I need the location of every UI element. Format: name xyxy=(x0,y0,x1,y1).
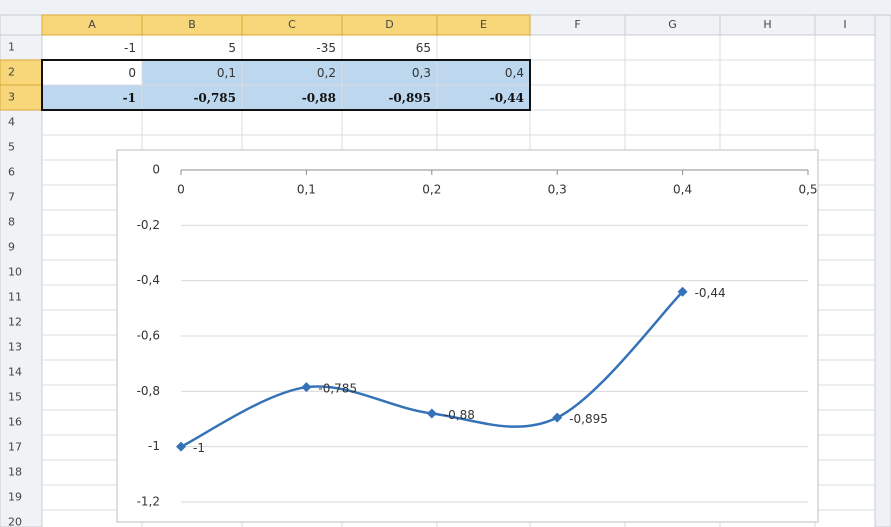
x-tick-label: 0,5 xyxy=(798,183,817,197)
data-label: -0,44 xyxy=(695,286,726,300)
cell[interactable]: -1 xyxy=(124,41,136,55)
row-header[interactable]: 20 xyxy=(8,516,22,527)
row-header[interactable]: 3 xyxy=(8,91,15,104)
column-header[interactable]: F xyxy=(574,18,580,31)
row-header[interactable]: 2 xyxy=(8,66,15,79)
y-tick-label: -0,8 xyxy=(137,384,160,398)
column-header-selected xyxy=(436,14,531,36)
cell[interactable]: -0,785 xyxy=(193,91,236,105)
y-tick-label: -0,4 xyxy=(137,273,160,287)
row-header[interactable]: 8 xyxy=(8,216,15,229)
scrollbar xyxy=(874,14,891,527)
data-marker xyxy=(426,408,437,419)
row-header[interactable]: 12 xyxy=(8,316,22,329)
row-header[interactable]: 6 xyxy=(8,166,15,179)
cell[interactable]: 65 xyxy=(416,41,431,55)
row-header[interactable]: 11 xyxy=(8,291,22,304)
x-tick-label: 0,3 xyxy=(548,183,567,197)
data-label: -0,88 xyxy=(444,408,475,422)
column-header[interactable]: C xyxy=(288,18,296,31)
column-header[interactable]: E xyxy=(480,18,487,31)
data-marker xyxy=(301,382,312,393)
row-header-selected xyxy=(0,84,43,111)
y-tick-label: -0,6 xyxy=(137,329,160,343)
data-label: -0,785 xyxy=(318,382,357,396)
selection-fill xyxy=(42,85,142,110)
row-header-selected xyxy=(0,59,43,86)
x-tick-label: 0 xyxy=(177,183,185,197)
selection-border xyxy=(41,59,531,111)
y-tick-label: -1 xyxy=(148,439,160,453)
row-header[interactable]: 9 xyxy=(8,241,15,254)
row-header[interactable]: 15 xyxy=(8,391,22,404)
row-header[interactable]: 19 xyxy=(8,491,22,504)
row-header[interactable]: 4 xyxy=(8,116,15,129)
cell[interactable]: 0,2 xyxy=(317,66,336,80)
cell[interactable]: -0,88 xyxy=(302,91,336,105)
toolbar-strip xyxy=(0,0,891,15)
y-tick-label: 0 xyxy=(152,163,160,177)
row-header-bar xyxy=(0,34,43,527)
cell[interactable]: -0,895 xyxy=(388,91,431,105)
column-header[interactable]: G xyxy=(668,18,677,31)
row-header[interactable]: 18 xyxy=(8,466,22,479)
y-tick-label: -0,2 xyxy=(137,218,160,232)
cell[interactable]: -35 xyxy=(316,41,336,55)
cell[interactable]: 0,3 xyxy=(412,66,431,80)
data-marker xyxy=(552,412,563,423)
row-header[interactable]: 13 xyxy=(8,341,22,354)
column-header[interactable]: D xyxy=(385,18,393,31)
cell[interactable]: 0,4 xyxy=(505,66,524,80)
cell[interactable]: 0 xyxy=(128,66,136,80)
row-header[interactable]: 7 xyxy=(8,191,15,204)
x-tick-label: 0,1 xyxy=(297,183,316,197)
data-marker xyxy=(176,441,186,452)
row-header[interactable]: 1 xyxy=(8,41,15,54)
data-label: -1 xyxy=(193,441,205,455)
cell[interactable]: -0,44 xyxy=(490,91,524,105)
row-header[interactable]: 17 xyxy=(8,441,22,454)
cell[interactable]: 0,1 xyxy=(217,66,236,80)
y-tick-label: -1,2 xyxy=(137,495,160,509)
cell[interactable]: 5 xyxy=(228,41,236,55)
row-header[interactable]: 5 xyxy=(8,141,15,154)
x-tick-label: 0,4 xyxy=(673,183,692,197)
row-header[interactable]: 16 xyxy=(8,416,22,429)
column-header[interactable]: H xyxy=(763,18,771,31)
column-header[interactable]: A xyxy=(88,18,96,31)
data-marker xyxy=(677,286,688,297)
row-header[interactable]: 14 xyxy=(8,366,22,379)
row-header[interactable]: 10 xyxy=(8,266,22,279)
data-label: -0,895 xyxy=(569,412,608,426)
column-header[interactable]: B xyxy=(188,18,196,31)
cell[interactable]: -1 xyxy=(123,91,136,105)
column-header[interactable]: I xyxy=(843,18,846,31)
x-tick-label: 0,2 xyxy=(422,183,441,197)
